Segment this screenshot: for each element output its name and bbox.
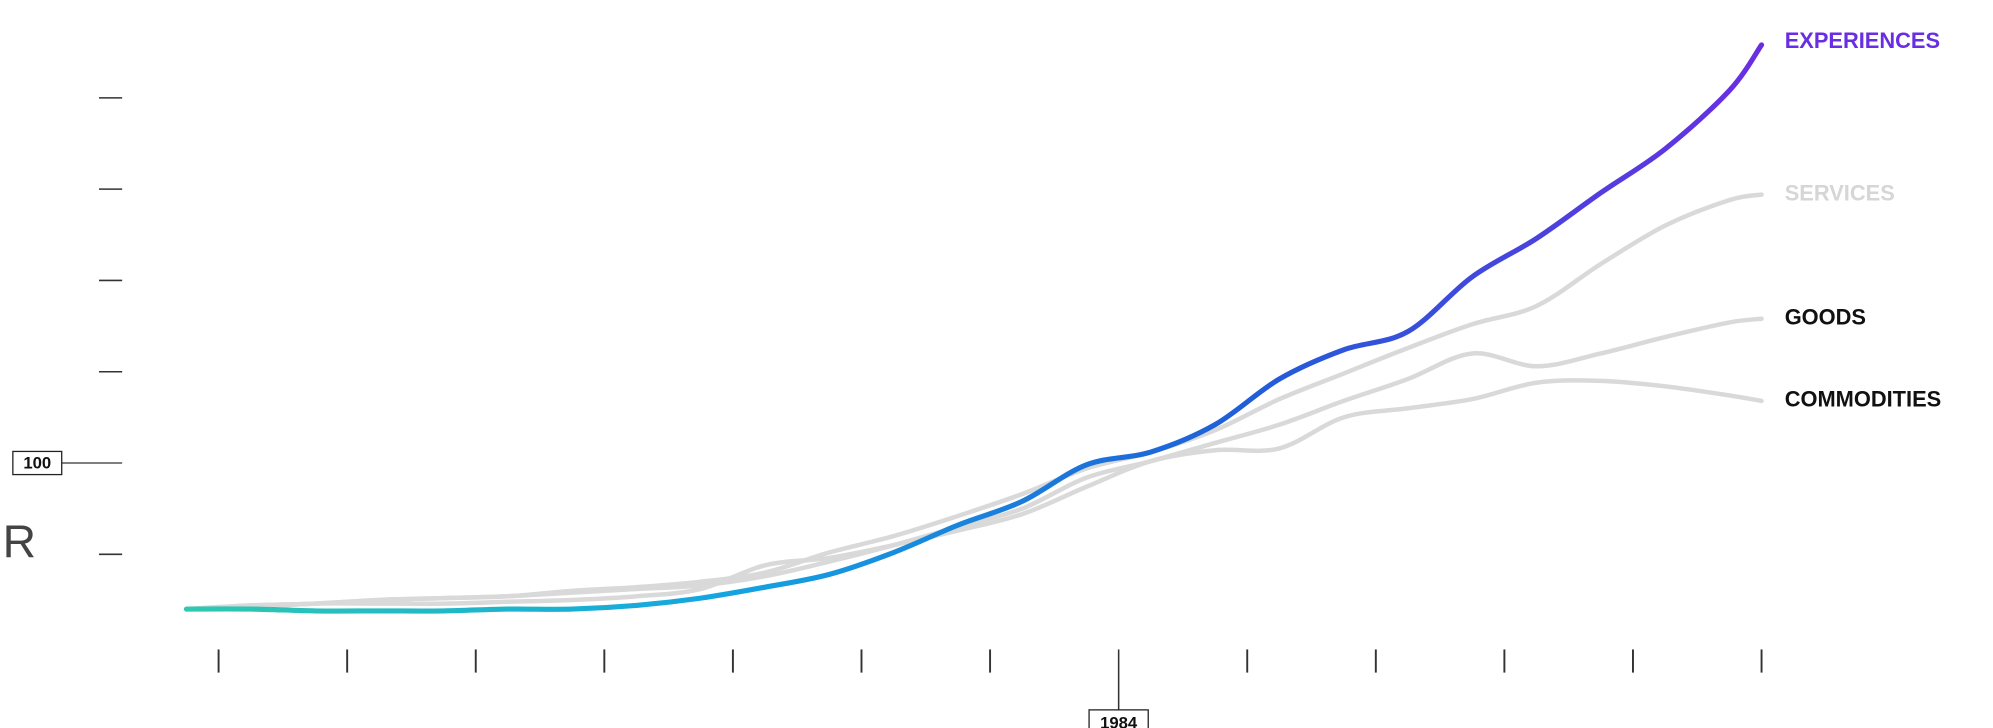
series-line xyxy=(183,42,1765,614)
series-label: GOODS xyxy=(1785,305,1866,330)
series-line xyxy=(184,192,1764,612)
series-line xyxy=(184,316,1764,612)
y-tick-label: 100 xyxy=(23,454,51,473)
x-tick-label: 1984 xyxy=(1100,713,1138,728)
series-label: EXPERIENCES xyxy=(1785,28,1940,53)
series-line xyxy=(184,378,1764,612)
series-label: SERVICES xyxy=(1785,180,1895,205)
y-tick-box xyxy=(12,450,63,476)
side-label: R xyxy=(3,516,36,568)
x-tick-box xyxy=(1088,709,1149,728)
series-label: COMMODITIES xyxy=(1785,387,1942,412)
